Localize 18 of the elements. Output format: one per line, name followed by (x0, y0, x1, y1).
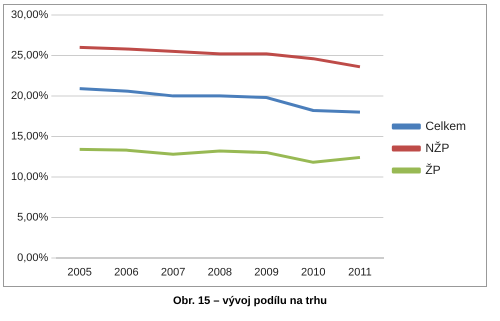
text: Obr. 15 – vývoj podílu na trhu (172, 295, 328, 307)
y-tick-label: 10,00% (10, 170, 49, 183)
x-tick-label: 2006 (114, 266, 139, 278)
x-tick-label: 2009 (254, 266, 279, 278)
x-tick-label: 2010 (301, 266, 326, 278)
x-tick-label: 2007 (160, 266, 186, 278)
x-tick-label: 2008 (208, 266, 232, 278)
y-tick-label: 30,00% (10, 9, 49, 22)
y-tick-label: 25,00% (10, 50, 49, 62)
legend-label: NŽP (425, 140, 450, 155)
y-tick-label: 0,00% (17, 252, 49, 264)
legend-label: Celkem (425, 118, 466, 133)
y-tick-label: 5,00% (17, 211, 49, 224)
x-tick-label: 2005 (67, 266, 92, 278)
y-tick-label: 20,00% (10, 90, 49, 102)
y-tick-label: 15,00% (10, 130, 49, 142)
legend-label: ŽP (425, 162, 441, 177)
x-tick-label: 2011 (348, 266, 372, 278)
